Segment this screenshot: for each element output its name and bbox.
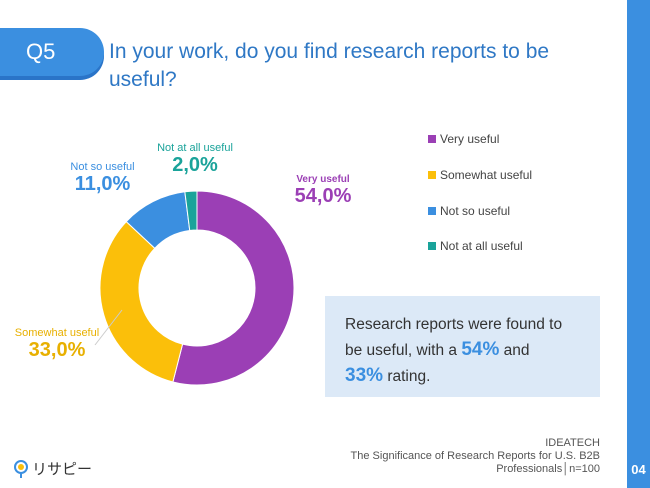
legend-swatch (428, 207, 436, 215)
data-label-value: 33,0% (28, 339, 86, 361)
data-label-name: Very useful (296, 174, 350, 185)
legend-item: Not so useful (428, 204, 510, 218)
legend-label: Very useful (440, 132, 500, 146)
donut-slice-somewhat-useful (99, 220, 184, 383)
legend-swatch (428, 135, 436, 143)
label-not-so-useful: Not so useful 11,0% (55, 161, 150, 196)
pin-logo-icon (14, 459, 28, 478)
legend-label: Somewhat useful (440, 168, 533, 182)
data-label-name: Somewhat useful (14, 327, 100, 339)
side-bar (627, 0, 650, 488)
data-label-value: 2,0% (172, 154, 218, 176)
question-badge: Q5 (0, 28, 104, 76)
source-line: The Significance of Research Reports for… (350, 450, 600, 462)
source-note: IDEATECH The Significance of Research Re… (351, 437, 600, 476)
legend-label: Not so useful (440, 204, 511, 218)
question-title: In your work, do you find research repor… (109, 40, 550, 91)
callout-value: 54% (461, 339, 500, 360)
label-very-useful: Very useful 54,0% (282, 174, 364, 208)
source-line: Professionals│n=100 (496, 463, 600, 475)
page-number: 04 (631, 462, 646, 477)
legend-item: Very useful (428, 132, 499, 146)
donut-slice-very-useful (172, 190, 295, 386)
label-not-at-all-useful: Not at all useful 2,0% (145, 142, 245, 177)
legend-swatch (428, 242, 436, 250)
legend-item: Somewhat useful (428, 168, 532, 182)
label-somewhat-useful: Somewhat useful 33,0% (2, 327, 112, 362)
data-label-name: Not at all useful (157, 142, 233, 154)
legend-swatch (428, 171, 436, 179)
callout-text: Research reports were found to be useful… (345, 316, 563, 359)
data-label-value: 54,0% (294, 185, 352, 207)
summary-callout: Research reports were found to be useful… (325, 296, 600, 397)
logo-text: リサピー (32, 461, 93, 478)
callout-value: 33% (345, 365, 384, 386)
legend-label: Not at all useful (440, 239, 523, 253)
callout-text: and (499, 342, 530, 359)
data-label-value: 11,0% (74, 173, 131, 195)
legend-item: Not at all useful (428, 239, 523, 253)
source-line: IDEATECH (545, 437, 600, 449)
callout-text: rating. (383, 368, 431, 385)
donut-slice-not-at-all-useful (184, 190, 198, 232)
leader-line (94, 309, 123, 346)
logo: リサピー (14, 458, 92, 479)
data-label-name: Not so useful (70, 161, 135, 173)
donut-chart (94, 190, 295, 386)
